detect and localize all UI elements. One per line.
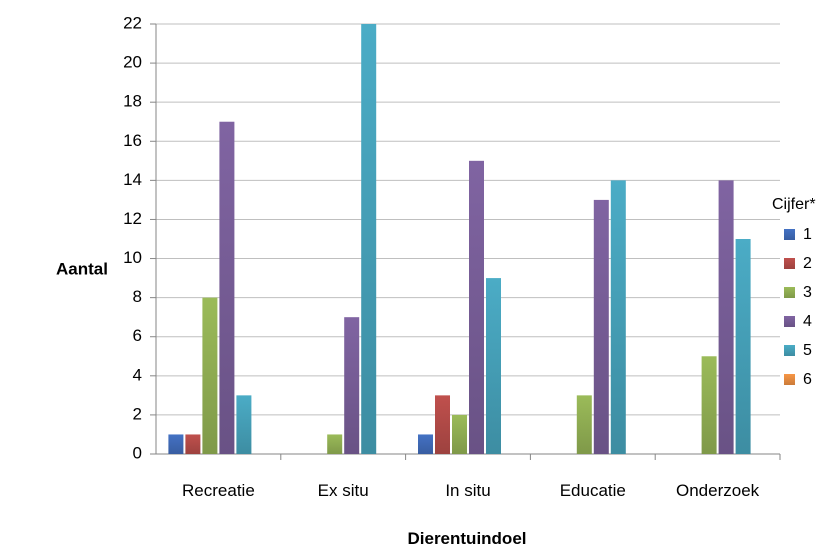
x-category-labels: Recreatie Ex situ In situ Educatie Onderzoek <box>182 481 760 500</box>
legend-swatch <box>784 316 795 327</box>
y-tick-label: 2 <box>133 404 142 423</box>
axes <box>150 23 781 460</box>
y-tick-labels: 0 2 4 6 8 10 12 14 16 18 20 22 <box>123 13 142 462</box>
y-tick-label: 16 <box>123 131 142 150</box>
y-tick-label: 20 <box>123 53 142 72</box>
bar-ex-situ-cijfer-5 <box>361 24 377 454</box>
legend-swatch <box>784 287 795 298</box>
bars <box>168 24 751 455</box>
bar-onderzoek-cijfer-3 <box>701 356 717 454</box>
y-tick-label: 0 <box>133 443 142 462</box>
bar-recreatie-cijfer-2 <box>185 434 201 454</box>
legend-swatch <box>784 258 795 269</box>
x-category-label: In situ <box>445 481 490 500</box>
bar-recreatie-cijfer-4 <box>219 121 235 455</box>
bar-recreatie-cijfer-5 <box>236 395 252 454</box>
y-tick-label: 14 <box>123 170 142 189</box>
bar-in-situ-cijfer-5 <box>486 278 501 454</box>
gridlines <box>156 23 780 416</box>
legend-entry-5: 5 <box>803 342 812 359</box>
legend-entry-3: 3 <box>803 284 812 301</box>
legend-swatch <box>784 345 795 356</box>
y-tick-label: 6 <box>133 326 142 345</box>
bar-ex-situ-cijfer-4 <box>344 317 360 454</box>
bar-in-situ-cijfer-2 <box>435 395 450 454</box>
x-category-label: Recreatie <box>182 481 255 500</box>
y-tick-label: 22 <box>123 13 142 32</box>
legend: Cijfer* 1 2 3 4 5 6 <box>772 196 816 388</box>
bar-in-situ-cijfer-4 <box>469 160 484 454</box>
bar-in-situ-cijfer-3 <box>452 414 467 454</box>
y-axis-title: Aantal <box>56 259 108 278</box>
legend-entry-2: 2 <box>803 255 812 272</box>
legend-swatch <box>784 374 795 385</box>
bar-onderzoek-cijfer-4 <box>718 180 734 454</box>
legend-swatch <box>784 229 795 240</box>
legend-entry-1: 1 <box>803 226 812 243</box>
legend-title: Cijfer* <box>772 196 816 213</box>
legend-entry-6: 6 <box>803 371 812 388</box>
x-axis-title: Dierentuindoel <box>407 529 526 548</box>
y-tick-label: 18 <box>123 92 142 111</box>
bar-recreatie-cijfer-3 <box>202 297 218 454</box>
bar-ex-situ-cijfer-3 <box>327 434 343 454</box>
x-category-label: Educatie <box>560 481 626 500</box>
bar-in-situ-cijfer-1 <box>418 434 433 454</box>
bar-recreatie-cijfer-1 <box>168 434 184 454</box>
y-tick-label: 12 <box>123 209 142 228</box>
x-category-label: Ex situ <box>318 481 369 500</box>
legend-entry-4: 4 <box>803 313 812 330</box>
bar-onderzoek-cijfer-5 <box>735 239 751 454</box>
bar-educatie-cijfer-4 <box>593 199 609 454</box>
y-tick-label: 10 <box>123 248 142 267</box>
y-tick-label: 4 <box>133 365 142 384</box>
bar-educatie-cijfer-3 <box>576 395 592 454</box>
y-tick-label: 8 <box>133 287 142 306</box>
x-category-label: Onderzoek <box>676 481 760 500</box>
bar-educatie-cijfer-5 <box>610 180 626 454</box>
